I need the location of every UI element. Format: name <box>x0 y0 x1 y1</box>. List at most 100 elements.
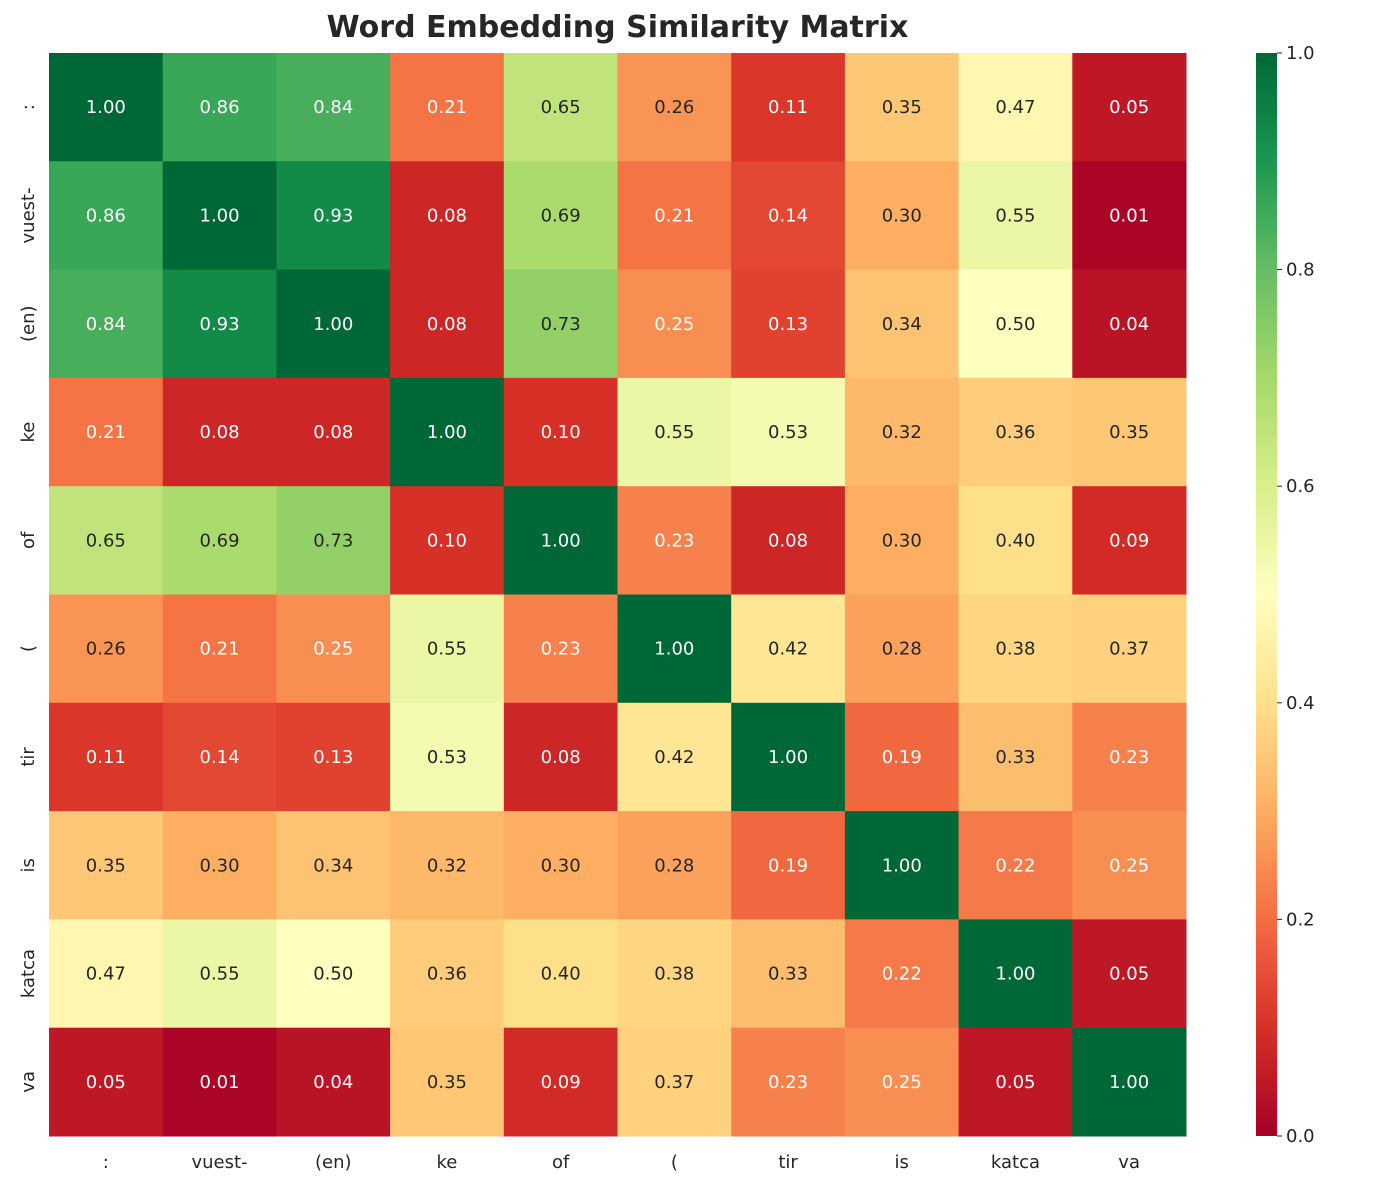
heatmap-cell <box>958 811 1073 920</box>
heatmap-cell <box>503 1027 618 1137</box>
heatmap-cell <box>390 919 505 1029</box>
heatmap-cell <box>958 53 1073 162</box>
heatmap-cell <box>390 269 505 379</box>
cell-label: 0.21 <box>427 97 467 118</box>
cell-label: 0.23 <box>654 530 694 551</box>
heatmap-cell <box>276 811 391 920</box>
heatmap-cell <box>390 811 505 920</box>
cell-label: 1.00 <box>882 855 922 876</box>
cell-label: 0.30 <box>882 530 922 551</box>
cell-label: 0.23 <box>1109 747 1149 768</box>
cell-label: 0.35 <box>1109 422 1149 443</box>
y-tick-label: vuest- <box>18 187 39 243</box>
heatmap-cell <box>390 53 505 162</box>
heatmap-cell <box>617 161 732 271</box>
heatmap-cell <box>276 161 391 271</box>
cell-label: 0.55 <box>995 205 1035 226</box>
cell-label: 0.14 <box>768 205 808 226</box>
colorbar-tick-label: 1.0 <box>1286 43 1315 64</box>
cell-label: 0.05 <box>1109 97 1149 118</box>
heatmap-cell <box>503 594 618 704</box>
heatmap-cell <box>503 486 618 595</box>
colorbar-tick-label: 0.6 <box>1286 476 1315 497</box>
heatmap-cell <box>617 486 732 595</box>
heatmap-cell <box>390 1027 505 1137</box>
cell-label: 0.09 <box>1109 530 1149 551</box>
cell-label: 0.13 <box>313 747 353 768</box>
y-tick-label: ( <box>18 645 39 652</box>
cell-label: 0.35 <box>882 97 922 118</box>
y-tick-label: tir <box>18 747 39 767</box>
heatmap-cell <box>503 702 618 812</box>
heatmap-cell <box>503 377 618 487</box>
cell-label: 0.47 <box>995 97 1035 118</box>
cell-label: 0.25 <box>1109 855 1149 876</box>
cell-label: 0.05 <box>86 1072 126 1093</box>
heatmap-cell <box>49 1027 164 1137</box>
y-tick-label: of <box>18 531 39 549</box>
heatmap-cell <box>617 594 732 704</box>
y-tick-label: va <box>18 1071 39 1093</box>
cell-label: 0.93 <box>313 205 353 226</box>
heatmap-cell <box>49 53 164 162</box>
cell-label: 0.42 <box>654 747 694 768</box>
cell-label: 0.21 <box>200 639 240 660</box>
heatmap-cell <box>276 486 391 595</box>
cell-label: 0.53 <box>768 422 808 443</box>
cell-label: 0.19 <box>768 855 808 876</box>
heatmap-cell <box>276 919 391 1029</box>
x-tick-label: : <box>103 1152 109 1173</box>
heatmap-cell <box>49 811 164 920</box>
heatmap-cell <box>731 1027 846 1137</box>
heatmap-cell <box>731 486 846 595</box>
heatmap-cell <box>731 919 846 1029</box>
heatmap-cell <box>49 486 164 595</box>
y-tick-label: ke <box>18 422 39 443</box>
cell-label: 0.28 <box>882 639 922 660</box>
heatmap-cell <box>162 269 277 379</box>
cell-label: 0.04 <box>313 1072 353 1093</box>
cell-label: 0.08 <box>427 314 467 335</box>
heatmap-cell <box>617 269 732 379</box>
heatmap-cell <box>844 811 960 920</box>
cell-label: 0.55 <box>427 639 467 660</box>
heatmap-cell <box>162 1027 277 1137</box>
cell-label: 0.23 <box>768 1072 808 1093</box>
cell-label: 0.38 <box>654 964 694 985</box>
heatmap-cell <box>162 486 277 595</box>
heatmap-cell <box>503 161 618 271</box>
cell-label: 0.23 <box>541 639 581 660</box>
cell-label: 1.00 <box>427 422 467 443</box>
heatmap-cell <box>617 53 732 162</box>
heatmap-cell <box>1072 53 1187 162</box>
cell-label: 0.01 <box>1109 205 1149 226</box>
cell-label: 1.00 <box>200 205 240 226</box>
heatmap-cell <box>162 594 277 704</box>
heatmap-cell <box>958 377 1073 487</box>
heatmap-cell <box>731 594 846 704</box>
cell-label: 0.08 <box>313 422 353 443</box>
heatmap-cell <box>958 161 1073 271</box>
cell-label: 0.25 <box>882 1072 922 1093</box>
y-tick-label: katca <box>18 949 39 998</box>
heatmap-cell <box>49 702 164 812</box>
x-tick-label: ke <box>437 1152 458 1173</box>
heatmap-cell <box>731 702 846 812</box>
heatmap-cell <box>731 269 846 379</box>
heatmap-cell <box>1072 161 1187 271</box>
heatmap-cell <box>844 53 960 162</box>
cell-label: 0.34 <box>313 855 353 876</box>
heatmap-cell <box>731 53 846 162</box>
cell-label: 0.86 <box>86 205 126 226</box>
heatmap-cell <box>1072 594 1187 704</box>
cell-label: 0.05 <box>1109 964 1149 985</box>
heatmap-cell <box>958 269 1073 379</box>
cell-label: 1.00 <box>768 747 808 768</box>
heatmap-cell <box>276 594 391 704</box>
heatmap-cell <box>844 594 960 704</box>
cell-label: 0.01 <box>200 1072 240 1093</box>
heatmap-cell <box>617 811 732 920</box>
cell-label: 0.22 <box>882 964 922 985</box>
cell-label: 0.65 <box>541 97 581 118</box>
